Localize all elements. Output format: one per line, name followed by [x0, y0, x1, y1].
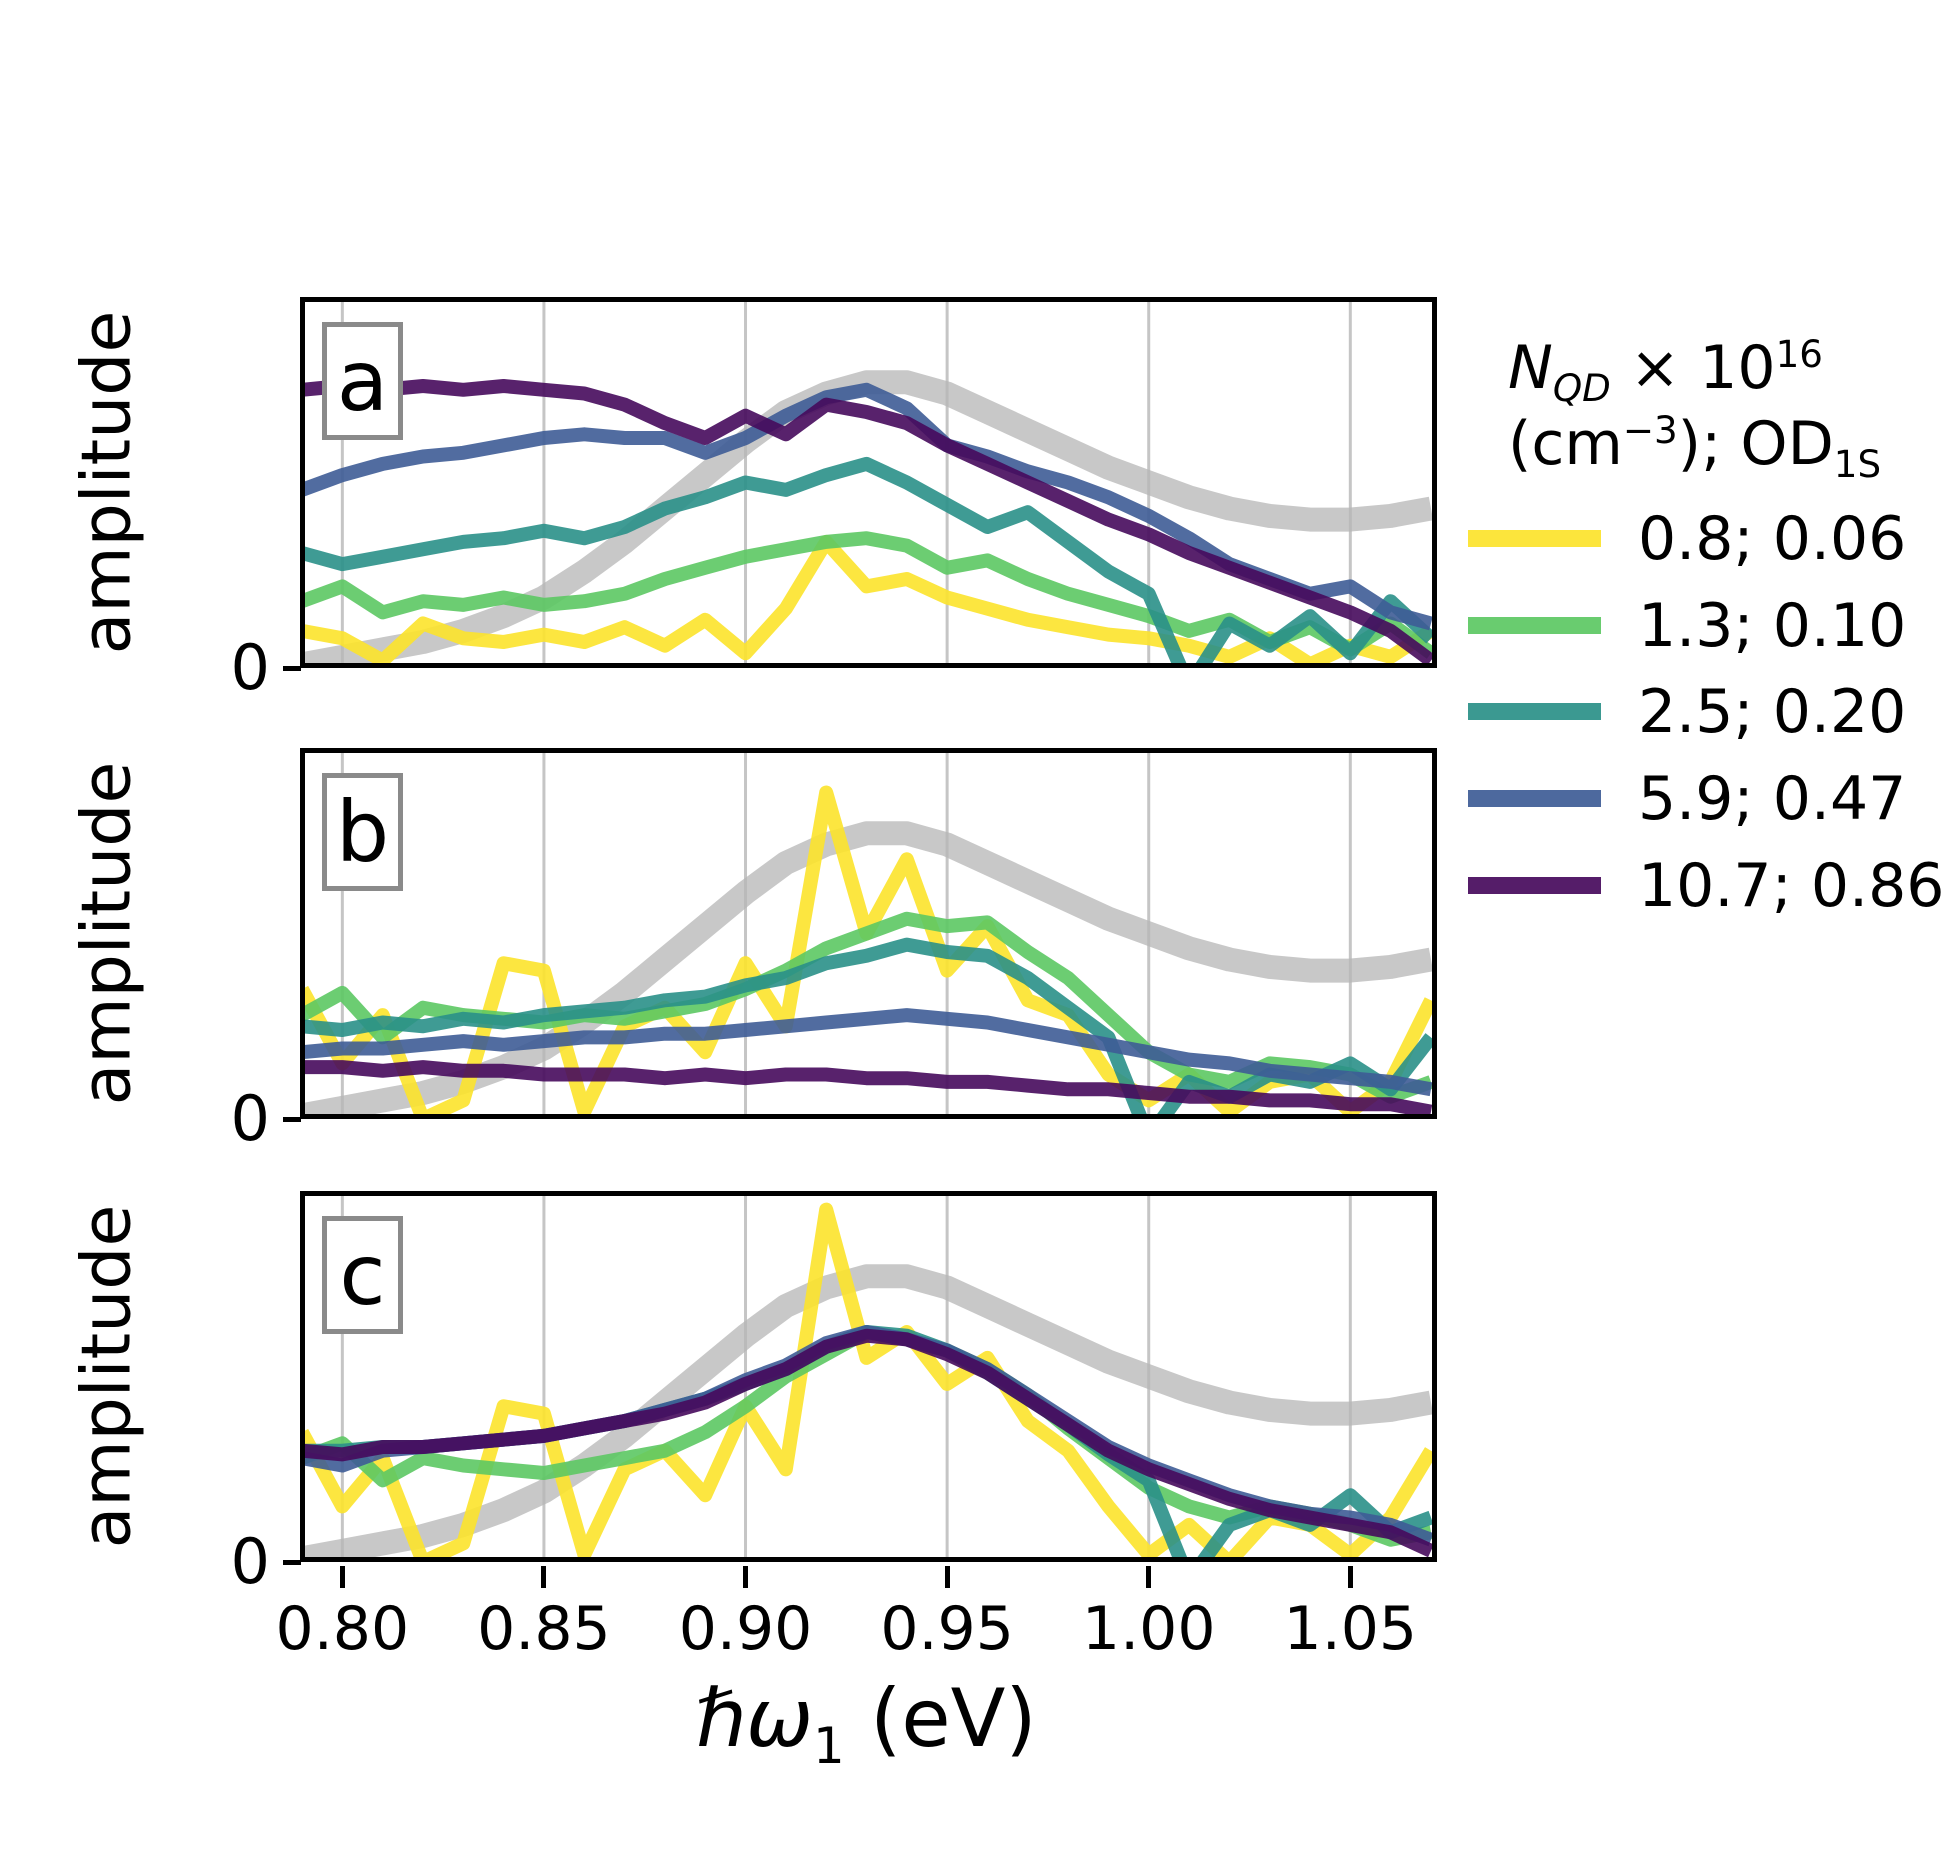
x-tick-label: 0.95: [880, 1594, 1014, 1664]
x-tick-label: 1.00: [1081, 1594, 1216, 1664]
x-tick: [339, 1566, 345, 1588]
legend-entry-label: 2.5; 0.20: [1638, 677, 1907, 747]
axes-frame: [300, 297, 1437, 668]
panel-b-letter: b: [335, 783, 390, 881]
legend-entry-label: 10.7; 0.86: [1638, 851, 1945, 921]
axes-frame: [300, 748, 1437, 1119]
x-axis-title: ℏω1 (eV): [695, 1672, 1037, 1775]
panel-c-plot: [300, 1191, 1437, 1562]
x-tick: [1146, 1566, 1152, 1588]
series-linear-absorption-reference-band: [300, 1264, 1434, 1562]
series-2.5-0.20: [300, 456, 1436, 668]
panel-a-tag: a: [322, 322, 403, 440]
x-tick-label: 0.80: [275, 1594, 410, 1664]
legend-swatch-line: [1468, 703, 1601, 720]
legend-entry-label: 5.9; 0.47: [1638, 764, 1907, 834]
panel-a-letter: a: [336, 332, 389, 430]
y-zero-label-panel-a: 0: [230, 631, 270, 704]
y-zero-label-panel-b: 0: [230, 1082, 270, 1155]
panel-c-tag: c: [322, 1216, 403, 1334]
y-tick-panel-b: [283, 1117, 301, 1122]
series-10.7-0.86: [301, 1328, 1434, 1558]
panel-a: a: [300, 297, 1437, 668]
x-axis: 0.80 0.85 0.90 0.95 1.00 1.05: [276, 1562, 1437, 1702]
y-axis-label-text: amplitude: [67, 310, 147, 655]
series-10.7-0.86: [301, 379, 1436, 667]
legend-title: NQD × 1016 (cm−3); OD1S: [1508, 330, 1948, 486]
y-axis-label-panel-b: amplitude: [62, 748, 152, 1119]
x-tick-label: 1.05: [1283, 1594, 1418, 1664]
legend-title-line2: (cm−3); OD1S: [1508, 408, 1882, 486]
x-tick: [944, 1566, 950, 1588]
legend-entry-label: 0.8; 0.06: [1638, 504, 1907, 574]
series-linear-absorption-reference-band: [300, 370, 1434, 668]
y-zero-label-panel-c: 0: [230, 1525, 270, 1598]
legend-entry-label: 1.3; 0.10: [1638, 591, 1907, 661]
y-axis-label-text: amplitude: [67, 761, 147, 1106]
series-5.9-0.47: [301, 1008, 1433, 1097]
x-tick-label: 0.90: [678, 1594, 813, 1664]
legend-swatch-line: [1468, 790, 1601, 807]
legend-swatch-line: [1468, 617, 1601, 634]
x-tick: [1347, 1566, 1353, 1588]
panel-b: b: [300, 748, 1437, 1119]
y-tick-panel-c: [283, 1560, 301, 1565]
panel-b-plot: [300, 748, 1437, 1119]
legend-swatch-line: [1468, 877, 1601, 894]
series-0.8-0.06: [300, 534, 1435, 668]
legend-swatch-line: [1468, 530, 1601, 547]
panel-b-tag: b: [322, 773, 403, 891]
panel-c: c: [300, 1191, 1437, 1562]
x-tick: [743, 1566, 749, 1588]
y-tick-panel-a: [283, 666, 301, 671]
panel-c-letter: c: [339, 1226, 386, 1324]
y-axis-label-panel-c: amplitude: [62, 1191, 152, 1562]
y-axis-label-panel-a: amplitude: [62, 297, 152, 668]
axes-frame: [300, 1191, 1437, 1562]
x-tick: [541, 1566, 547, 1588]
y-axis-label-text: amplitude: [67, 1204, 147, 1549]
series-2.5-0.20: [301, 937, 1437, 1119]
legend-title-line1: NQD × 1016: [1508, 332, 1823, 410]
x-tick-label: 0.85: [477, 1594, 611, 1664]
series-10.7-0.86: [302, 1060, 1433, 1119]
panel-a-plot: [300, 297, 1437, 668]
series-0.8-0.06: [300, 1202, 1437, 1562]
